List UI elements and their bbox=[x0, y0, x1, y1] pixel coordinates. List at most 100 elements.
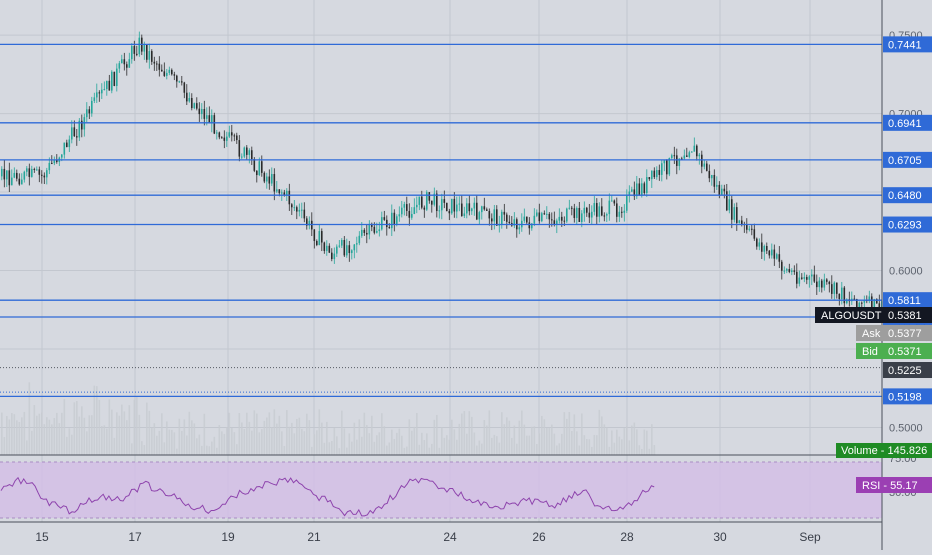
volume-label-bg bbox=[836, 443, 932, 458]
candle-body bbox=[168, 69, 171, 73]
candle-body bbox=[686, 155, 688, 157]
candle-body bbox=[26, 168, 28, 172]
candle-body bbox=[643, 183, 646, 193]
volume-bar bbox=[333, 427, 336, 455]
volume-bar bbox=[246, 412, 248, 455]
candle-body bbox=[603, 215, 606, 217]
level-label: 0.6293 bbox=[888, 220, 922, 232]
candle-body bbox=[741, 220, 743, 225]
volume-bar bbox=[118, 415, 121, 455]
candle-body bbox=[821, 280, 823, 288]
candle-body bbox=[121, 59, 123, 64]
candle-body bbox=[608, 200, 611, 215]
time-axis[interactable]: 15 17 19 21 24 26 28 30 Sep bbox=[35, 530, 821, 544]
volume-bar bbox=[28, 382, 31, 455]
volume-bar bbox=[63, 399, 66, 455]
volume-bar bbox=[443, 437, 446, 455]
candle-body bbox=[191, 98, 193, 109]
volume-bar bbox=[33, 405, 36, 455]
candle-body bbox=[611, 200, 613, 202]
candle-body bbox=[631, 189, 633, 192]
volume-bar bbox=[231, 427, 233, 455]
volume-bar bbox=[11, 413, 13, 455]
candle-body bbox=[296, 207, 298, 212]
candle-body bbox=[316, 241, 318, 246]
volume-bar bbox=[278, 415, 281, 455]
rsi-line bbox=[0, 476, 655, 517]
candle-body bbox=[746, 224, 748, 230]
volume-bar bbox=[128, 405, 131, 455]
volume-bar bbox=[113, 437, 116, 455]
volume-bar bbox=[243, 429, 246, 455]
candle-body bbox=[263, 172, 266, 182]
candle-body bbox=[241, 156, 243, 158]
level-label-bg bbox=[883, 151, 932, 168]
volume-bar bbox=[341, 410, 343, 455]
volume-bar bbox=[368, 433, 371, 455]
rsi-label: RSI - 55.17 bbox=[862, 480, 918, 492]
volume-bar bbox=[1, 412, 3, 455]
candle-body bbox=[91, 100, 93, 114]
candle-body bbox=[461, 203, 463, 217]
candle-body bbox=[173, 74, 176, 76]
volume-bar bbox=[438, 447, 441, 455]
volume-bar bbox=[526, 435, 528, 455]
volume-bar bbox=[646, 430, 648, 455]
candle-body bbox=[776, 254, 778, 259]
candle-body bbox=[13, 172, 16, 178]
rsi-label-bg bbox=[856, 477, 932, 493]
level-label-bg bbox=[883, 114, 932, 131]
candle-body bbox=[301, 209, 303, 211]
volume-bar bbox=[121, 404, 123, 455]
candle-body bbox=[298, 209, 301, 212]
volume-bar bbox=[141, 441, 143, 455]
horizontal-levels[interactable] bbox=[0, 43, 882, 398]
candle-body bbox=[418, 196, 421, 205]
volume-bar bbox=[133, 399, 136, 455]
x-tick-label: 21 bbox=[307, 530, 321, 544]
candle-body bbox=[206, 115, 208, 119]
level-label-bg bbox=[883, 36, 932, 53]
volume-bar bbox=[361, 436, 363, 455]
ask-label-bg bbox=[856, 325, 932, 341]
volume-bar bbox=[541, 415, 543, 455]
volume-bar bbox=[546, 427, 548, 455]
volume-bar bbox=[478, 440, 481, 455]
candle-body bbox=[163, 71, 166, 76]
candle-body bbox=[148, 51, 151, 60]
volume-bar bbox=[76, 401, 78, 455]
candle-body bbox=[208, 115, 211, 124]
candle-body bbox=[248, 150, 251, 155]
candle-body bbox=[843, 287, 846, 304]
volume-bar bbox=[106, 428, 108, 455]
candle-body bbox=[658, 170, 661, 175]
candle-body bbox=[651, 170, 653, 180]
volume-bar bbox=[288, 426, 291, 455]
volume-bar bbox=[81, 406, 83, 455]
candle-body bbox=[158, 63, 161, 70]
candle-body bbox=[493, 209, 496, 222]
candle-body bbox=[578, 207, 581, 222]
volume-bar bbox=[153, 423, 156, 455]
last-price-label: 0.5381 bbox=[888, 310, 922, 322]
candle-body bbox=[161, 69, 163, 72]
volume-bar bbox=[46, 417, 48, 455]
volume-bar bbox=[603, 424, 606, 455]
volume-bar bbox=[503, 424, 506, 455]
volume-bar bbox=[223, 433, 226, 455]
volume-bar bbox=[236, 444, 238, 455]
volume-bar bbox=[651, 424, 653, 455]
volume-bar bbox=[391, 429, 393, 455]
candle-body bbox=[371, 223, 373, 227]
volume-bar bbox=[623, 428, 626, 455]
candle-body bbox=[463, 213, 466, 217]
candle-body bbox=[598, 206, 601, 217]
volume-bar bbox=[458, 423, 461, 455]
candle-body bbox=[583, 207, 586, 214]
candle-body bbox=[413, 207, 416, 214]
candles bbox=[1, 31, 932, 342]
volume-bar bbox=[498, 442, 501, 455]
